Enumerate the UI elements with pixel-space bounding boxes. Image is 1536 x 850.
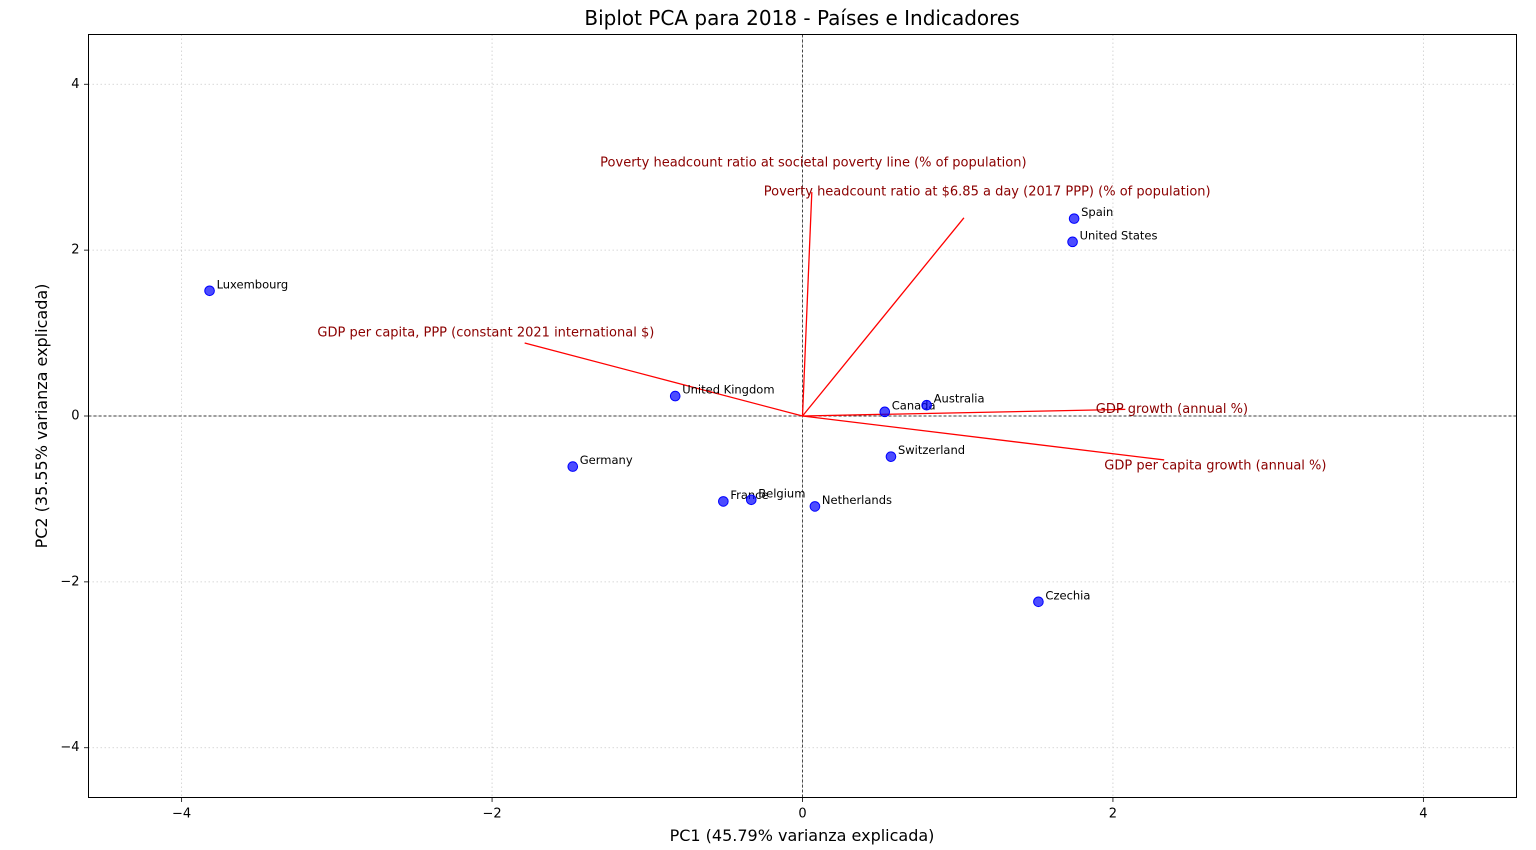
x-tick-label: −4 <box>172 807 191 822</box>
loading-arrow <box>524 342 803 417</box>
x-tick-label: −2 <box>482 807 501 822</box>
country-point <box>1033 596 1044 608</box>
x-tick-label: 4 <box>1419 807 1427 822</box>
loading-arrow <box>801 192 813 417</box>
country-label: Belgium <box>758 486 805 500</box>
y-tick-label: −4 <box>60 740 79 755</box>
ticks-layer: −4 −2 0 2 4 −4 −2 0 2 4 <box>60 77 1427 822</box>
country-label: Netherlands <box>822 493 892 507</box>
country-point <box>879 406 891 418</box>
country-point <box>204 285 215 297</box>
loading-arrow <box>802 415 1165 461</box>
country-label: Czechia <box>1045 588 1090 602</box>
country-point <box>809 501 821 512</box>
loadings-layer: Poverty headcount ratio at societal pove… <box>317 156 1326 474</box>
country-label: Germany <box>580 453 633 467</box>
country-point <box>1068 213 1080 224</box>
y-tick-label: −2 <box>60 574 79 589</box>
country-point <box>745 494 757 506</box>
country-point <box>1067 236 1078 248</box>
country-point <box>921 399 932 411</box>
country-label: United Kingdom <box>682 383 774 397</box>
loading-label: GDP per capita growth (annual %) <box>1104 458 1326 473</box>
y-axis-label: PC2 (35.55% varianza explicada) <box>32 284 51 549</box>
x-tick-label: 0 <box>798 807 806 822</box>
country-label: Spain <box>1081 205 1113 219</box>
country-label: Switzerland <box>898 443 965 457</box>
country-point <box>567 461 579 472</box>
country-label: Luxembourg <box>217 277 289 291</box>
country-point <box>669 390 681 402</box>
plot-frame <box>88 34 1517 798</box>
loading-label: GDP per capita, PPP (constant 2021 inter… <box>317 326 654 341</box>
x-tick-label: 2 <box>1109 807 1117 822</box>
country-label: Australia <box>934 392 985 406</box>
loading-label: Poverty headcount ratio at $6.85 a day (… <box>764 185 1211 200</box>
loading-label: GDP growth (annual %) <box>1096 402 1248 417</box>
x-axis-label: PC1 (45.79% varianza explicada) <box>670 826 935 845</box>
country-point <box>885 451 897 462</box>
y-tick-label: 0 <box>71 409 79 424</box>
chart-title: Biplot PCA para 2018 - Países e Indicado… <box>584 6 1019 30</box>
loading-label: Poverty headcount ratio at societal pove… <box>600 156 1026 171</box>
y-tick-label: 2 <box>71 243 79 258</box>
loading-arrow <box>801 217 965 417</box>
country-point <box>718 496 729 507</box>
country-label: United States <box>1080 228 1158 242</box>
y-tick-label: 4 <box>71 77 79 92</box>
loading-arrow <box>802 408 1126 417</box>
